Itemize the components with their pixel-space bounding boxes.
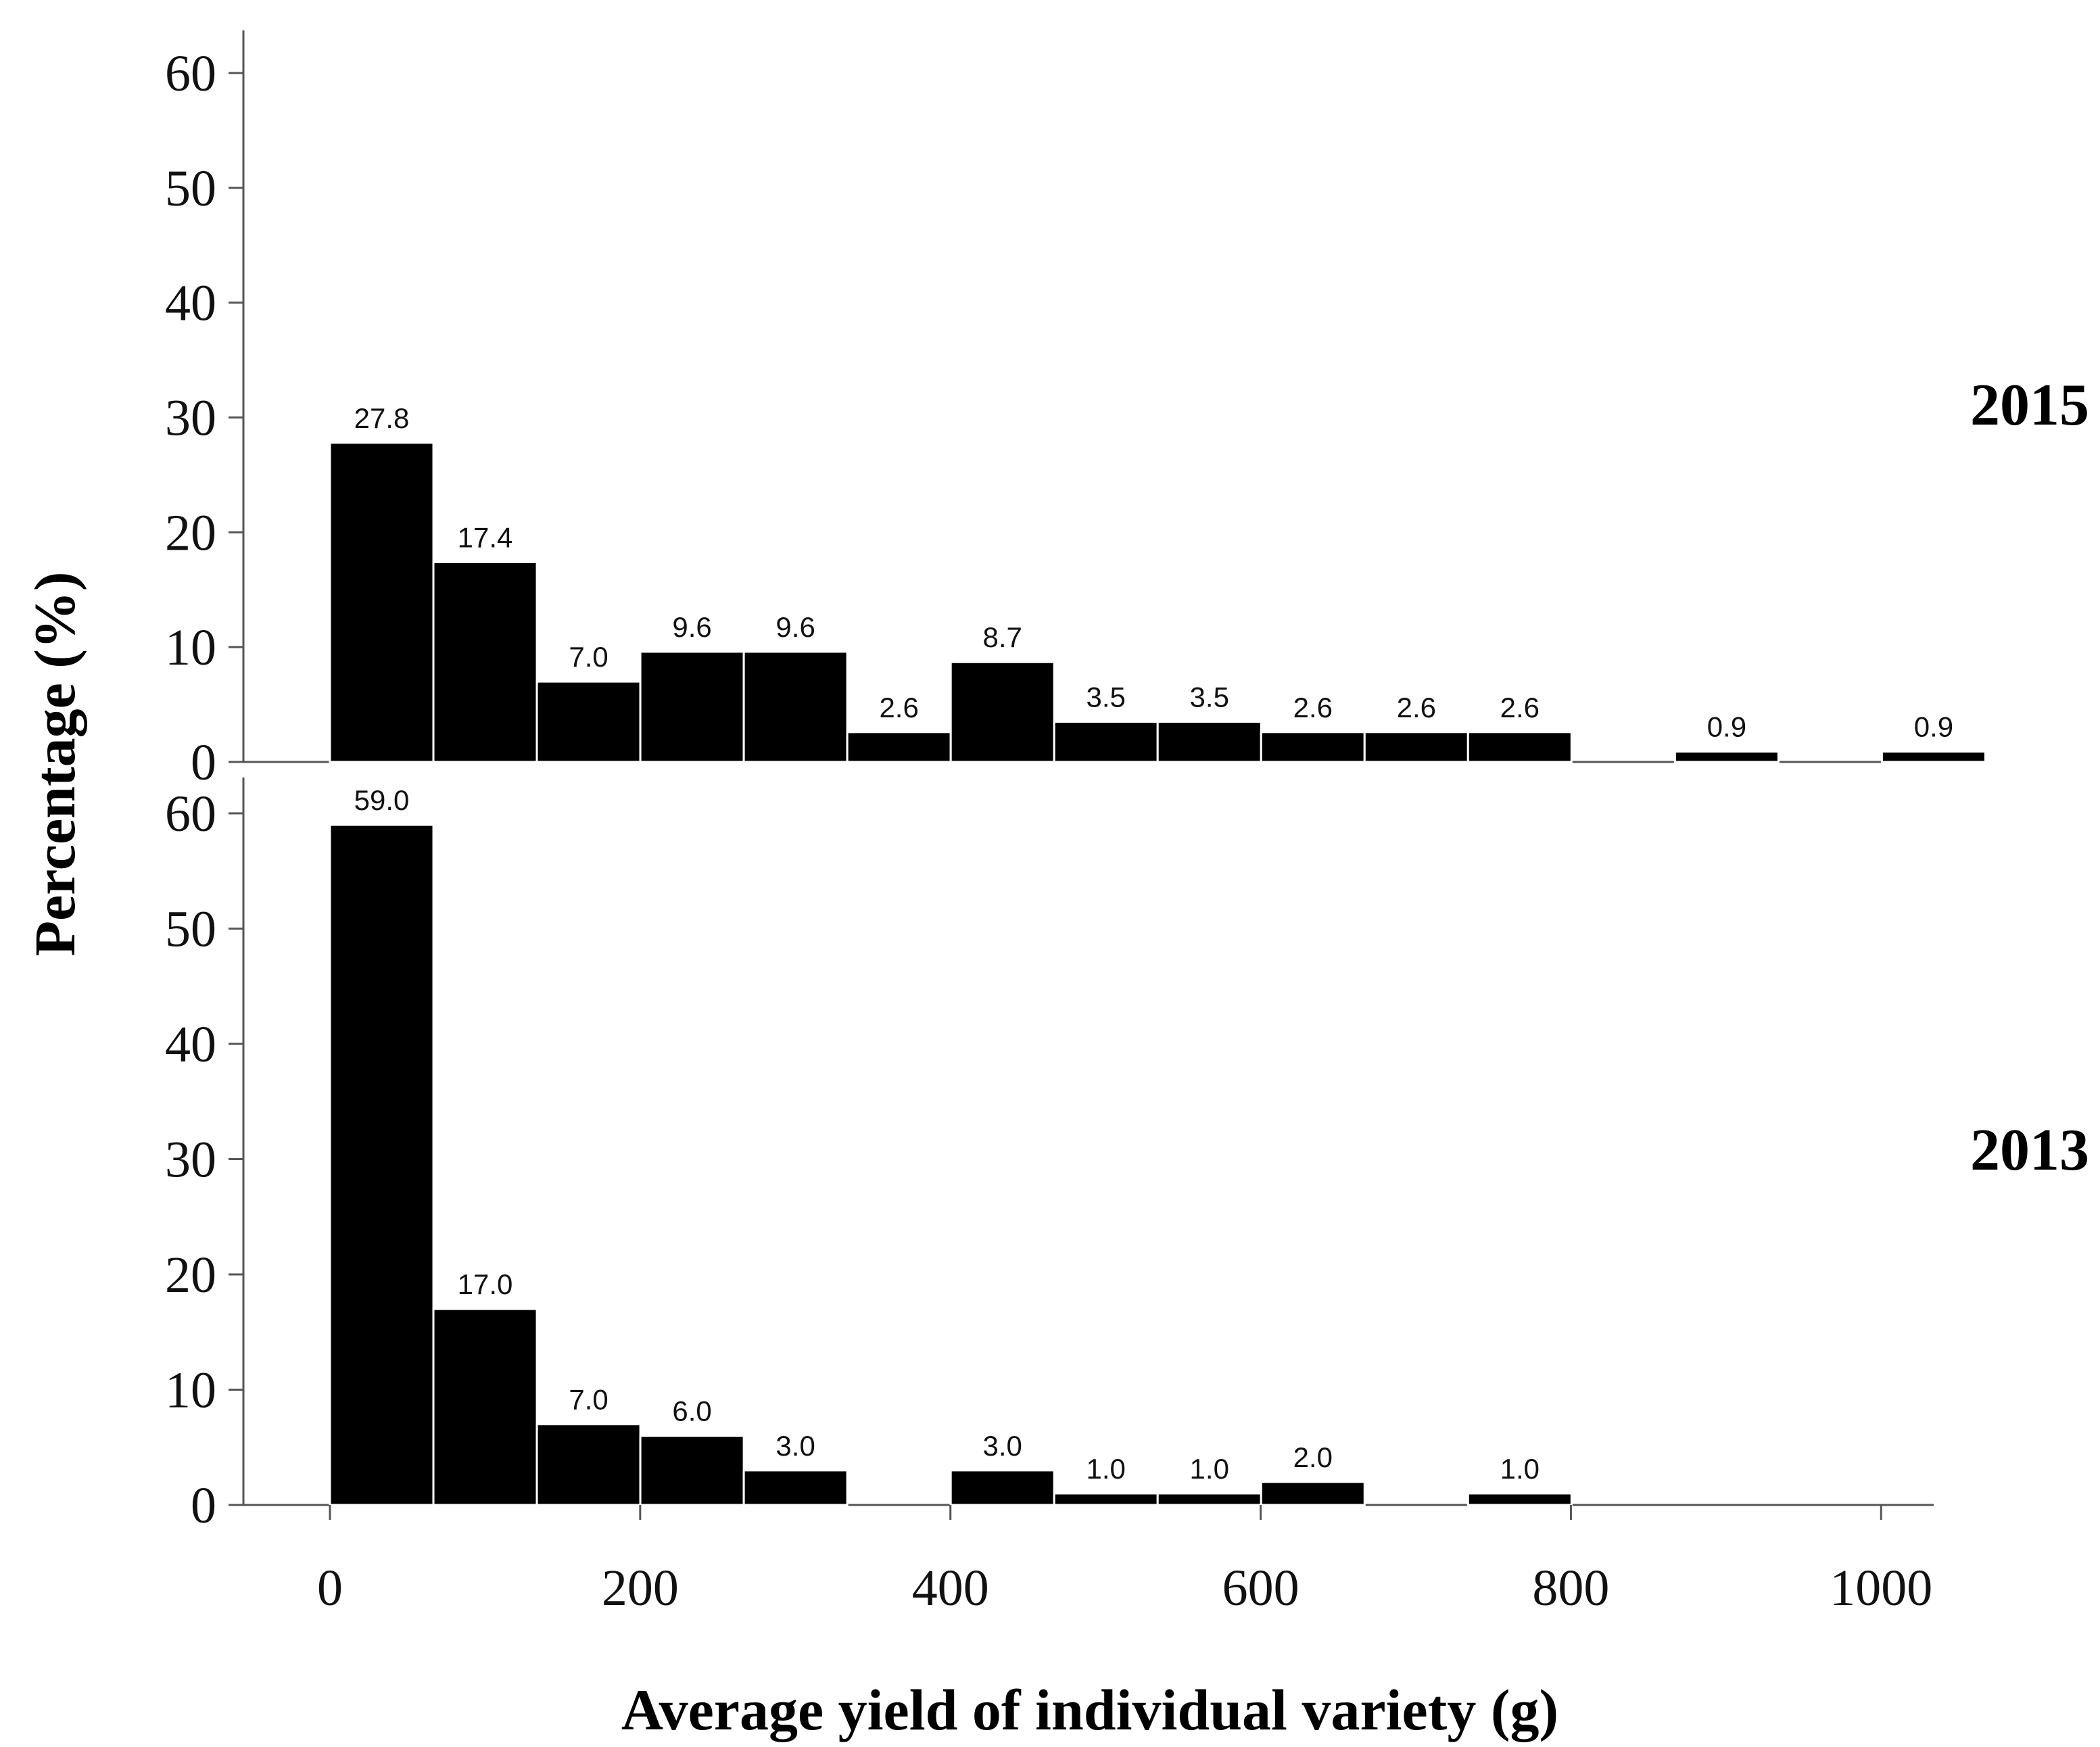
bar-label-2013-6: 3.0 [982, 1430, 1022, 1462]
bar-2015-13 [1673, 750, 1780, 763]
bar-label-2013-0: 59.0 [354, 784, 410, 816]
bar-label-2013-1: 17.0 [458, 1268, 513, 1300]
bar-label-2013-9: 2.0 [1293, 1441, 1333, 1473]
bar-label-2015-4: 9.6 [775, 611, 815, 643]
y-tick-label-2015-10: 10 [165, 619, 216, 676]
bar-label-2013-3: 6.0 [672, 1395, 711, 1427]
bar-label-2013-8: 1.0 [1190, 1453, 1229, 1485]
bar-label-2015-9: 2.6 [1293, 692, 1333, 723]
bar-2013-0 [329, 823, 435, 1506]
bar-2013-3 [639, 1435, 745, 1506]
bar-label-2015-5: 2.6 [879, 692, 918, 723]
year-label-2015: 2015 [1970, 373, 2089, 438]
bar-label-2015-15: 0.9 [1914, 711, 1953, 743]
bar-2015-9 [1260, 731, 1366, 763]
year-label-2013: 2013 [1970, 1118, 2089, 1183]
y-tick-label-2015-30: 30 [165, 390, 216, 447]
bar-2015-8 [1156, 721, 1262, 763]
y-tick-label-2013-20: 20 [165, 1247, 216, 1303]
x-tick-label-800: 800 [1532, 1560, 1609, 1617]
bar-2013-4 [742, 1469, 849, 1506]
bar-label-2015-3: 9.6 [672, 611, 711, 643]
x-tick-label-600: 600 [1222, 1560, 1299, 1617]
bar-2015-6 [949, 661, 1055, 763]
bar-2015-3 [639, 650, 745, 763]
y-tick-label-2015-0: 0 [191, 734, 216, 791]
bar-2013-7 [1053, 1492, 1159, 1506]
bar-label-2013-11: 1.0 [1500, 1453, 1540, 1485]
bar-label-2015-7: 3.5 [1087, 681, 1126, 713]
bar-2015-5 [846, 731, 952, 763]
panel-2015: 0 10 20 30 40 50 60 27.8 17.4 7.0 9.6 9.6 2.6 8.7 3.5 3… [165, 30, 1986, 791]
bar-2015-10 [1363, 731, 1469, 763]
y-tick-label-2015-20: 20 [165, 504, 216, 561]
bar-label-2013-2: 7.0 [569, 1384, 608, 1416]
bar-2015-7 [1053, 721, 1159, 763]
bar-2015-2 [535, 680, 642, 763]
bar-label-2015-13: 0.9 [1707, 711, 1746, 743]
bar-label-2013-7: 1.0 [1087, 1453, 1126, 1485]
bar-label-2015-11: 2.6 [1500, 692, 1540, 723]
y-axis-title: Percentage (%) [22, 571, 87, 956]
bar-2013-6 [949, 1469, 1055, 1506]
bar-2015-0 [329, 441, 435, 763]
bar-2013-11 [1466, 1492, 1573, 1506]
bar-label-2013-4: 3.0 [775, 1430, 815, 1462]
x-tick-label-1000: 1000 [1830, 1560, 1932, 1617]
y-tick-label-2015-60: 60 [165, 45, 216, 102]
bar-label-2015-10: 2.6 [1397, 692, 1436, 723]
y-tick-label-2015-50: 50 [165, 160, 216, 217]
y-tick-label-2015-40: 40 [165, 275, 216, 332]
x-tick-label-200: 200 [602, 1560, 679, 1617]
bar-2015-4 [742, 650, 849, 763]
x-tick-label-400: 400 [912, 1560, 989, 1617]
bar-label-2015-8: 3.5 [1190, 681, 1229, 713]
bar-label-2015-2: 7.0 [569, 641, 608, 673]
bar-2013-9 [1260, 1481, 1366, 1506]
x-axis: 0200400600800100012001400 [317, 1505, 1932, 1617]
bar-2015-15 [1880, 750, 1986, 763]
bar-2013-2 [535, 1423, 642, 1506]
bar-label-2015-6: 8.7 [982, 621, 1022, 653]
bar-2013-8 [1156, 1492, 1262, 1506]
x-tick-label-0: 0 [317, 1560, 343, 1617]
bar-label-2015-1: 17.4 [458, 521, 513, 553]
y-tick-label-2013-40: 40 [165, 1016, 216, 1073]
y-tick-label-2013-60: 60 [165, 786, 216, 842]
y-tick-label-2013-30: 30 [165, 1132, 216, 1189]
bar-2015-11 [1466, 731, 1573, 763]
bar-2015-1 [432, 560, 538, 763]
y-tick-label-2013-50: 50 [165, 901, 216, 958]
bar-label-2015-0: 27.8 [354, 402, 410, 434]
bar-2013-1 [432, 1308, 538, 1506]
y-tick-label-2013-0: 0 [191, 1477, 216, 1534]
x-axis-title: Average yield of individual variety (g) [621, 1677, 1558, 1742]
y-tick-label-2013-10: 10 [165, 1362, 216, 1419]
panel-2013: 0 10 20 30 40 50 60 59.0 17.0 7.0 6.0 3.0 3.0 1.0 1.0 2… [165, 777, 1934, 1534]
